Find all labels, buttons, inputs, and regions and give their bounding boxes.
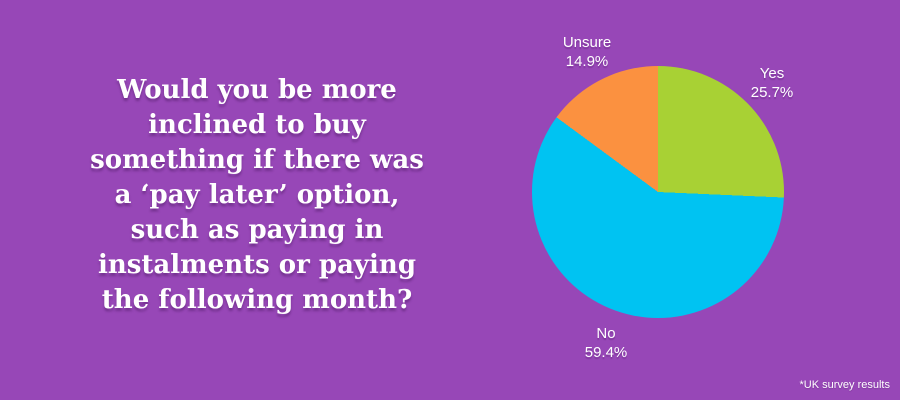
pie-label-no: No 59.4% [585, 324, 628, 362]
pie-label-yes: Yes 25.7% [751, 64, 794, 102]
pie-label-no-percent: 59.4% [584, 344, 628, 361]
survey-source-note: *UK survey results [799, 379, 890, 391]
pie-label-no-name: No [596, 325, 616, 342]
pie-label-unsure-name: Unsure [562, 34, 612, 51]
pie-chart [532, 66, 784, 318]
pie-label-unsure-percent: 14.9% [565, 53, 609, 70]
question-line: inclined to buy [148, 110, 366, 140]
question-line: Would you be more [117, 75, 397, 105]
question-text: Would you be more inclined to buy someth… [57, 73, 457, 318]
question-line: a ‘pay later’ option, [114, 180, 400, 210]
question-line: the following month? [101, 285, 413, 315]
question-line: instalments or paying [98, 250, 416, 280]
pie-label-unsure: Unsure 14.9% [563, 33, 611, 71]
question-line: something if there was [90, 145, 424, 175]
question-line: such as paying in [130, 215, 384, 245]
pie-label-yes-percent: 25.7% [750, 84, 794, 101]
pie-label-yes-name: Yes [759, 65, 785, 82]
